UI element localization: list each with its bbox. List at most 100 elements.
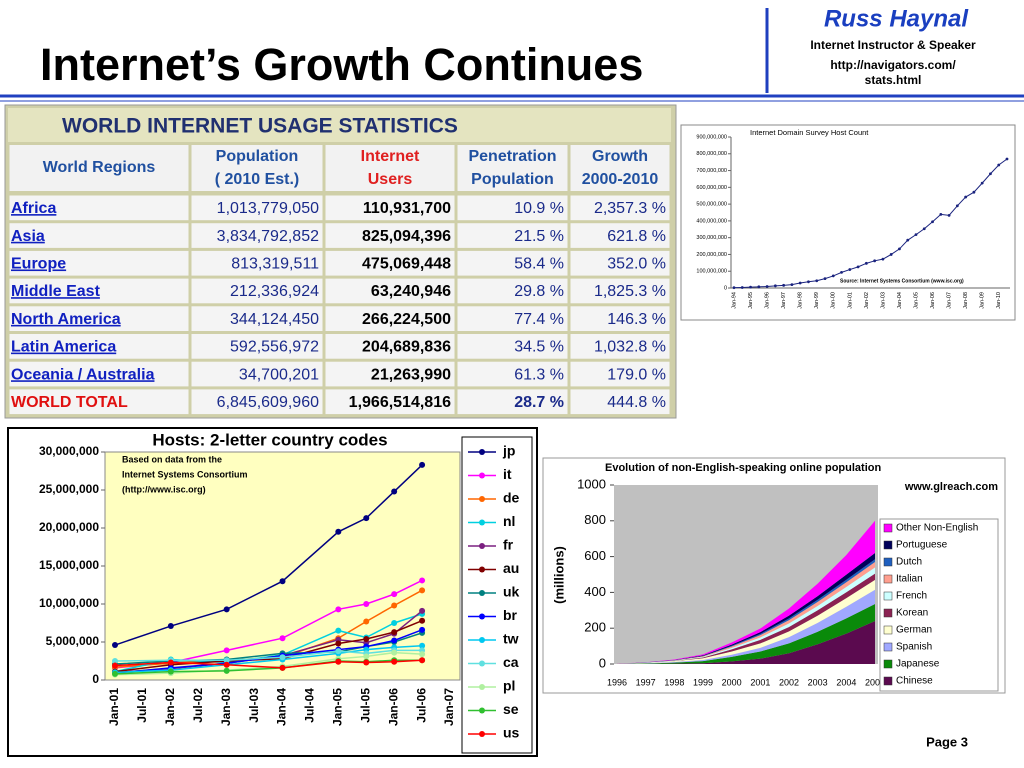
column-header: 2000-2010 [582, 171, 659, 188]
data-line [114, 629, 423, 674]
table-cell [191, 334, 323, 359]
data-point [363, 653, 370, 660]
column-header: Internet [361, 148, 420, 165]
data-point [335, 528, 342, 535]
legend-label: au [503, 560, 519, 576]
x-tick-label: Jan-04 [275, 688, 289, 726]
header-cell [191, 145, 323, 191]
x-tick-label: Jan-00 [831, 292, 837, 309]
data-point [989, 172, 992, 176]
x-tick-label: 2001 [750, 677, 770, 687]
legend-marker [479, 449, 485, 455]
table-value: 266,224,500 [362, 311, 451, 328]
table-cell [9, 389, 189, 415]
region-name: Europe [11, 255, 66, 272]
y-axis-label: (millions) [551, 546, 566, 604]
table-cell [191, 195, 323, 221]
table-cell [325, 250, 455, 276]
y-tick-label: 800 [584, 512, 606, 527]
legend-label: it [503, 466, 512, 482]
table-cell [570, 361, 670, 387]
data-point [740, 286, 744, 289]
data-point [223, 661, 230, 668]
y-tick-label: 300,000,000 [696, 235, 727, 241]
table-cell [9, 278, 189, 304]
data-line [114, 659, 423, 669]
legend-label: tw [503, 631, 519, 647]
table-cell [457, 361, 568, 387]
column-header: ( 2010 Est.) [215, 171, 299, 188]
table-cell [191, 223, 323, 248]
region-name: Africa [11, 200, 56, 217]
table-cell [457, 223, 568, 248]
data-point [112, 670, 118, 677]
table-value: 179.0 % [607, 366, 666, 383]
x-tick-label: 1997 [636, 677, 656, 687]
data-point [773, 284, 777, 288]
table-value: 29.8 % [514, 283, 564, 300]
legend-label: se [503, 701, 519, 717]
legend-swatch [883, 642, 893, 652]
chart-title: Evolution of non-English-speaking online… [605, 462, 881, 474]
legend-label: uk [503, 584, 520, 600]
data-point [363, 601, 370, 607]
y-tick-label: 0 [599, 655, 606, 670]
table-value: 621.8 % [607, 228, 666, 245]
data-point [391, 637, 398, 644]
table-cell [570, 278, 670, 304]
table-value: 61.3 % [514, 366, 564, 383]
table-value: 1,032.8 % [594, 339, 666, 356]
data-point [881, 257, 885, 261]
column-header: Growth [592, 148, 648, 165]
table-value: 6,845,609,960 [217, 394, 319, 411]
data-point [279, 664, 286, 671]
x-tick-label: 1998 [664, 677, 684, 687]
x-tick-label: Jan-03 [219, 688, 233, 726]
data-point [823, 277, 827, 281]
y-tick-label: 700,000,000 [696, 168, 727, 174]
table-cell [570, 223, 670, 248]
y-tick-label: 30,000,000 [39, 444, 99, 458]
table-cell [325, 361, 455, 387]
data-point [223, 647, 230, 654]
table-value: 813,319,511 [231, 255, 319, 272]
data-point [167, 623, 174, 630]
table-value: 58.4 % [514, 255, 564, 272]
data-point [889, 253, 893, 256]
x-tick-label: Jul-06 [414, 688, 428, 723]
legend-label: French [896, 591, 927, 602]
data-line [114, 645, 423, 674]
table-cell [325, 306, 455, 331]
data-point [363, 659, 370, 666]
x-tick-label: Jul-03 [247, 688, 261, 723]
table-cell [9, 223, 189, 248]
data-point [831, 274, 835, 278]
x-tick-label: Jan-07 [442, 688, 456, 726]
column-header: Population [471, 171, 554, 188]
annotation: Based on data from the [122, 454, 222, 464]
table-value: 63,240,946 [371, 283, 451, 300]
x-tick-label: Jan-97 [781, 292, 787, 309]
region-name: WORLD TOTAL [11, 394, 128, 411]
x-tick-label: 1996 [607, 677, 627, 687]
legend-label: German [896, 625, 932, 636]
data-point [112, 662, 118, 669]
data-point [939, 212, 943, 216]
data-point [279, 578, 286, 585]
stacked-area [617, 567, 875, 664]
table-cell [9, 361, 189, 387]
source-note: Source: Internet Systems Consortium (www… [840, 278, 964, 284]
x-tick-label: Jan-04 [897, 292, 903, 309]
legend-marker [479, 590, 485, 596]
data-point [335, 606, 342, 613]
table-cell [457, 195, 568, 221]
table-cell [9, 195, 189, 221]
data-point [840, 270, 843, 274]
table-value: 110,931,700 [363, 200, 451, 217]
table-cell [191, 389, 323, 415]
data-point [335, 640, 342, 647]
data-point [914, 233, 918, 237]
data-point [112, 642, 118, 649]
data-point [363, 618, 370, 625]
table-value: 3,834,792,852 [217, 228, 319, 245]
